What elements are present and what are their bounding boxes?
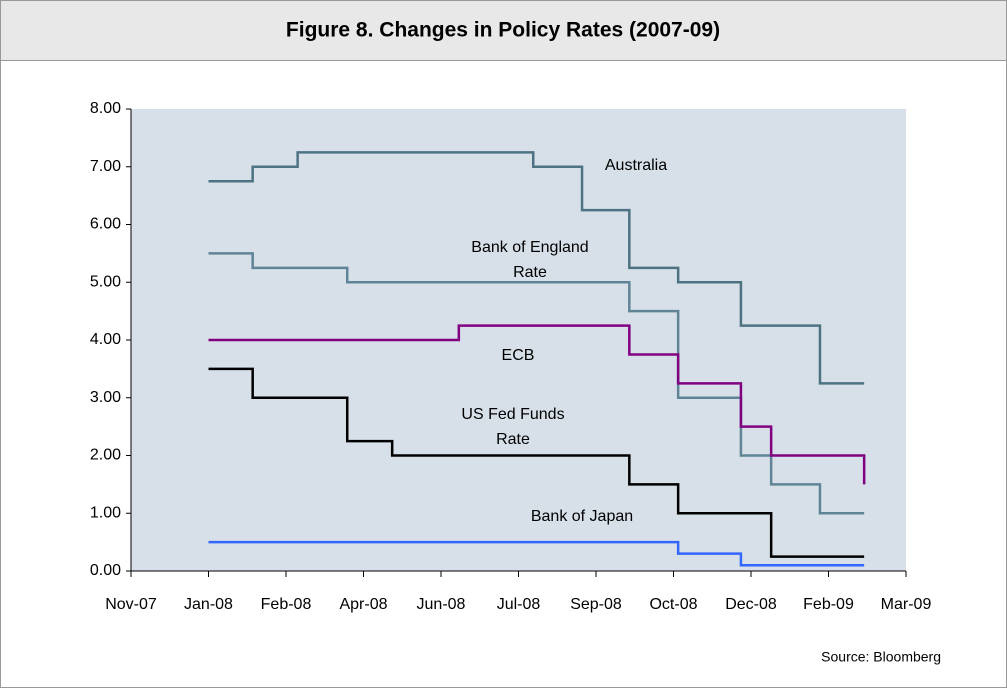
x-tick-label: Jun-08 [417,596,466,613]
annotation: US Fed Funds [461,406,564,423]
y-tick-label: 1.00 [90,504,121,521]
y-tick-label: 4.00 [90,331,121,348]
annotation: Rate [513,264,547,281]
series-line [208,324,866,485]
annotation: Bank of England [471,239,588,256]
y-tick-label: 0.00 [90,562,121,579]
x-tick-label: Apr-08 [339,596,387,613]
series-line [208,540,865,567]
y-tick-label: 7.00 [90,158,121,175]
y-tick-label: 2.00 [90,447,121,464]
source: Source: Bloomberg [821,649,941,665]
x-tick-label: Oct-08 [649,596,697,613]
annotation: ECB [502,347,535,364]
chart-title: Figure 8. Changes in Policy Rates (2007-… [286,19,720,42]
x-tick-label: Jul-08 [497,596,541,613]
x-tick-label: Dec-08 [725,596,777,613]
y-tick-label: 6.00 [90,216,121,233]
annotation: Rate [496,431,530,448]
annotation: Australia [605,157,667,174]
annotation: Bank of Japan [531,508,633,525]
x-tick-label: Feb-08 [261,596,312,613]
y-tick-label: 8.00 [90,100,121,117]
y-tick-label: 3.00 [90,389,121,406]
title-band [0,0,1007,61]
x-tick-label: Mar-09 [881,596,932,613]
x-tick-label: Sep-08 [570,596,622,613]
series-line [208,367,865,558]
x-tick-label: Jan-08 [184,596,233,613]
series-line [208,151,865,385]
y-tick-label: 5.00 [90,273,121,290]
x-tick-label: Feb-09 [803,596,854,613]
x-tick-label: Nov-07 [105,596,157,613]
